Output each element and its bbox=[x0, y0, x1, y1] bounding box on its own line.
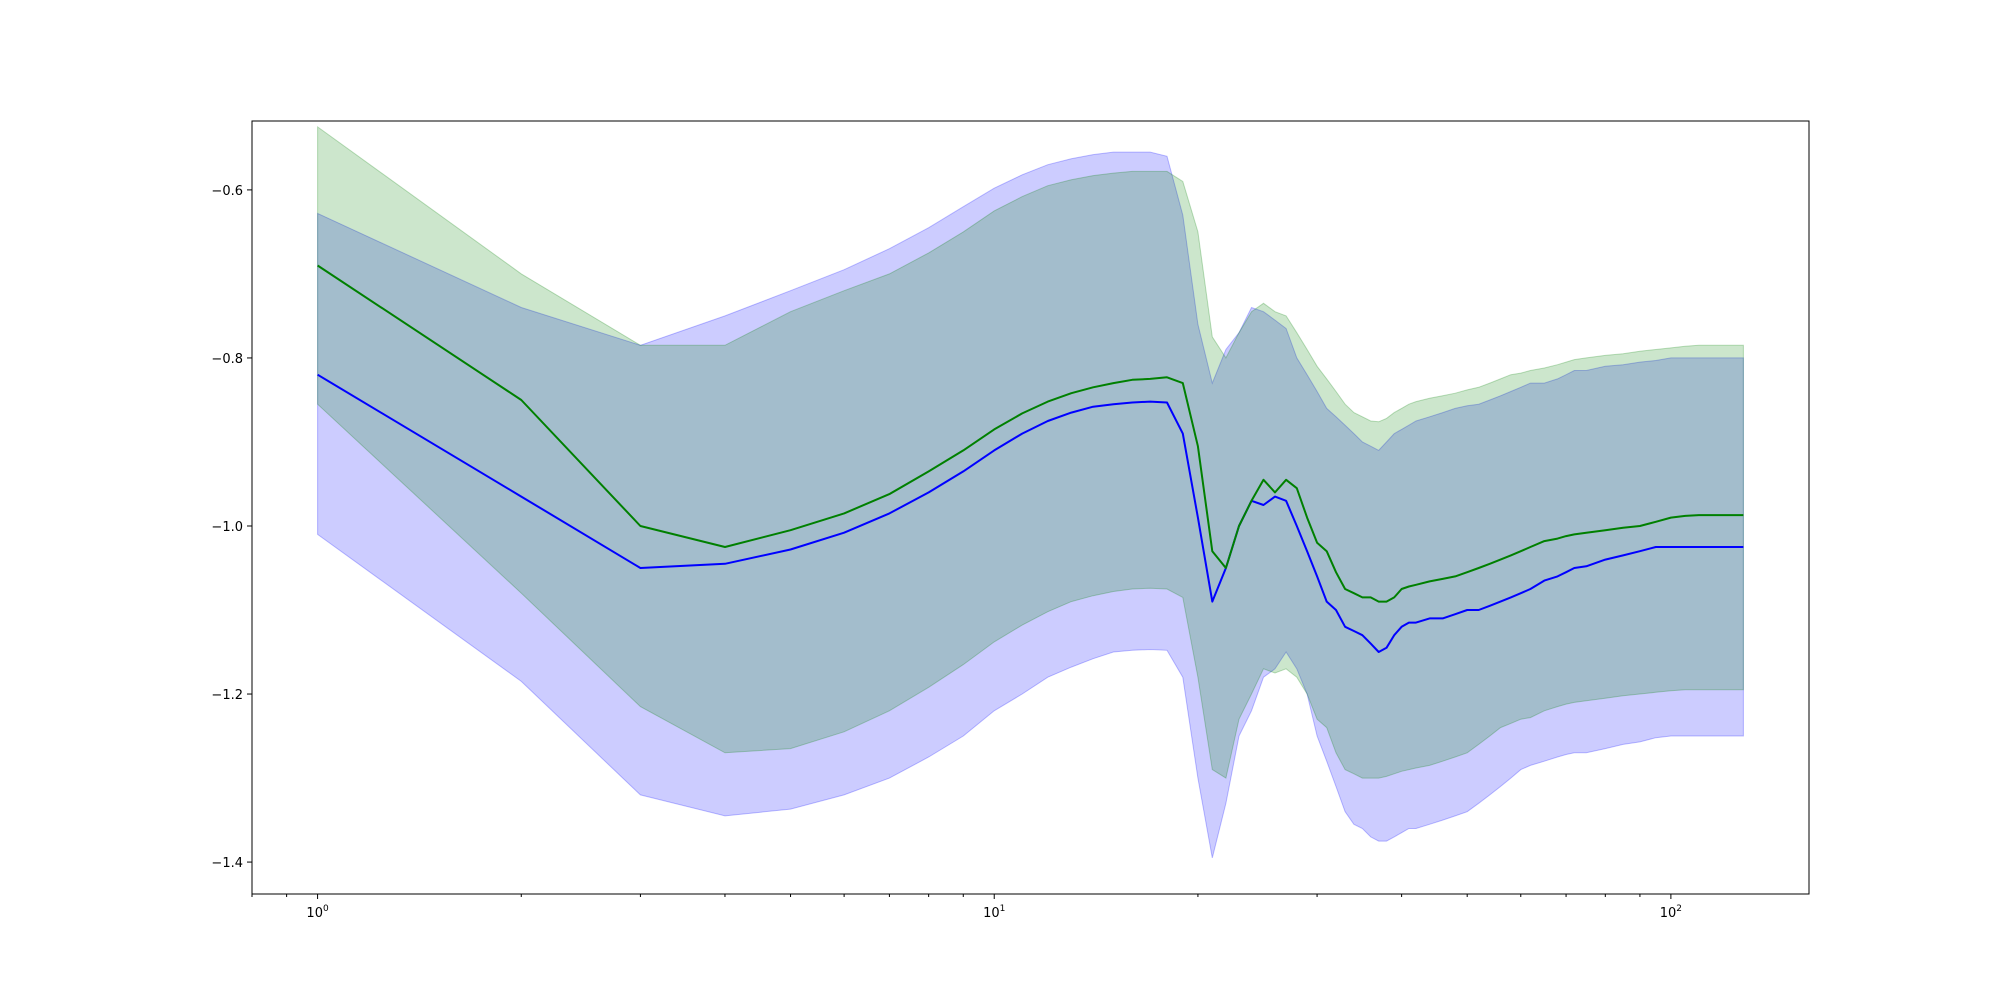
band-series-1 bbox=[317, 125, 1744, 779]
y-tick-label: −1.0 bbox=[211, 520, 243, 535]
confidence-bands bbox=[317, 125, 1744, 859]
series-lines bbox=[317, 264, 1744, 653]
x-tick-label: 102 bbox=[1660, 904, 1682, 921]
line-series-1 bbox=[317, 264, 1744, 603]
y-axis: −0.6 −0.8 −1.0 −1.2 −1.4 bbox=[211, 184, 252, 871]
y-tick-label: −0.8 bbox=[211, 352, 243, 367]
x-tick-label: 101 bbox=[983, 904, 1005, 921]
x-axis: 100 101 102 bbox=[251, 894, 1682, 921]
y-tick-label: −0.6 bbox=[211, 184, 243, 199]
line-series-0 bbox=[317, 373, 1744, 653]
plot-frame bbox=[251, 120, 1810, 895]
x-tick-label: 100 bbox=[306, 904, 329, 921]
band-series-0 bbox=[317, 151, 1744, 859]
y-tick-label: −1.2 bbox=[211, 688, 243, 703]
y-tick-label: −1.4 bbox=[211, 856, 243, 871]
